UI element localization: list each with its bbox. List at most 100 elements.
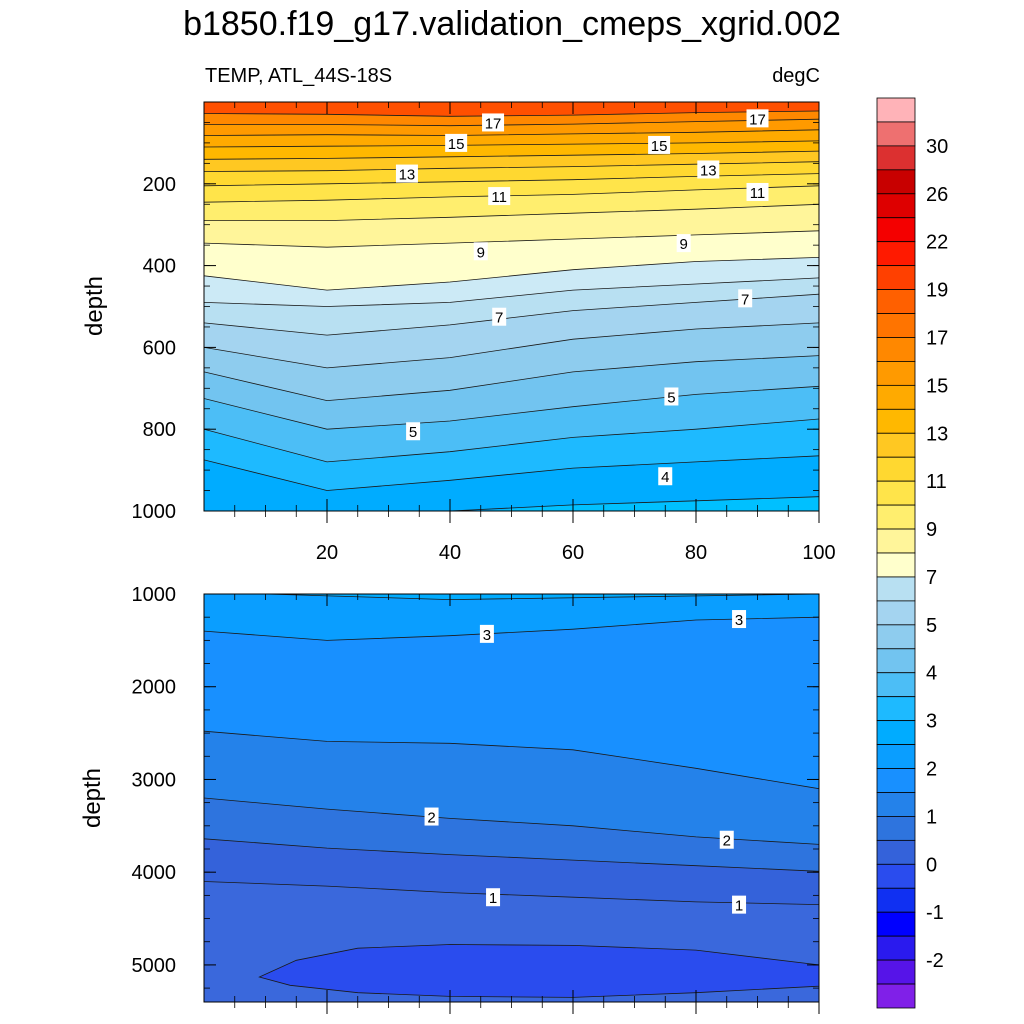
contour-label: 5 (409, 424, 417, 441)
colorbar-label: 13 (926, 423, 948, 445)
contour-label: 3 (483, 627, 491, 644)
contour-label-box (488, 187, 511, 206)
contour-label: 4 (661, 469, 669, 486)
contour-line (204, 418, 819, 463)
contour-label: 1 (489, 890, 497, 907)
contour-label: 11 (750, 185, 766, 202)
contour-line (204, 730, 819, 790)
colorbar-swatch (876, 959, 916, 985)
contour-label-box (732, 895, 747, 914)
colorbar-swatch (876, 121, 916, 147)
upper-contour-labels: 17 17 15 15 13 13 11 11 9 9 7 7 5 5 4 (395, 109, 769, 486)
contour-line (204, 355, 819, 402)
colorbar-swatch (876, 384, 916, 410)
contour-line (204, 150, 819, 160)
contour-line (204, 129, 819, 136)
colorbar-label: 30 (926, 136, 948, 158)
colorbar-swatch (876, 313, 916, 338)
colorbar-swatch (876, 624, 916, 650)
contour-line (204, 385, 819, 430)
colorbar-swatch (876, 672, 916, 698)
x-tick-label: 100 (802, 542, 835, 564)
contour-line (204, 881, 819, 905)
colorbar-swatch (876, 863, 916, 889)
x-tick-label: 40 (439, 542, 461, 564)
contour-label: 17 (485, 115, 502, 132)
colorbar-label: 9 (926, 519, 937, 541)
contour-line (204, 185, 819, 203)
colorbar-swatch (876, 241, 916, 267)
lower-contour-labels: 3 3 2 2 1 1 (424, 610, 747, 915)
contour-label: 15 (448, 136, 465, 153)
figure-title: b1850.f19_g17.validation_cmeps_xgrid.002 (183, 5, 841, 43)
panel-left-label: TEMP, ATL_44S-18S (205, 65, 392, 87)
contour-label-box (732, 610, 747, 629)
y-tick-label: 2000 (132, 677, 177, 699)
colorbar-label: -1 (926, 902, 944, 924)
colorbar-label: -2 (926, 950, 944, 972)
lower-panel: 1000 2000 3000 4000 5000 3 3 2 2 1 1 depth (79, 584, 820, 1014)
contour-label-box (486, 888, 501, 907)
contour-label: 17 (749, 111, 766, 128)
colorbar-label: 26 (926, 184, 948, 206)
contour-label-box (473, 242, 488, 261)
y-tick-label: 200 (143, 174, 176, 196)
contour-label-box (746, 109, 769, 128)
contour-label-box (746, 182, 769, 201)
colorbar-swatch (876, 289, 916, 314)
contour-line (204, 257, 819, 291)
colorbar-swatch (876, 145, 916, 171)
y-tick-label: 800 (143, 419, 176, 441)
y-tick-label: 5000 (132, 955, 177, 977)
colorbar-swatch (876, 839, 916, 865)
colorbar-label: 1 (926, 806, 937, 828)
colorbar-label: 17 (926, 327, 948, 349)
contour-label: 11 (491, 189, 507, 206)
x-tick-label: 60 (562, 542, 584, 564)
lower-contour-fills (204, 594, 819, 1002)
colorbar-swatch (876, 792, 916, 817)
colorbar-swatch (876, 816, 916, 841)
contour-label: 15 (651, 138, 668, 155)
colorbar-swatch (876, 337, 916, 362)
contour-closed-region (258, 944, 819, 998)
contour-label: 2 (723, 833, 731, 850)
colorbar-swatch (876, 432, 916, 458)
contour-label-box (492, 307, 507, 326)
contour-label-box (719, 830, 734, 849)
colorbar-label: 0 (926, 854, 937, 876)
contour-label-box (406, 422, 421, 441)
contour-line (204, 322, 819, 369)
contour-label: 7 (741, 291, 749, 308)
colorbar-swatch (876, 480, 916, 506)
colorbar-swatch (876, 648, 916, 674)
contour-line (204, 230, 819, 248)
colorbar-swatch (876, 193, 916, 219)
lower-plot-frame (203, 593, 820, 1003)
x-tick-label: 20 (316, 542, 338, 564)
contour-line (204, 616, 819, 641)
contour-line (204, 838, 819, 872)
contour-label: 5 (667, 389, 675, 406)
contour-line (204, 203, 819, 221)
colorbar-swatch (876, 456, 916, 482)
upper-panel: 200 400 600 800 1000 20 40 60 80 100 17 17 15 15 13 13… (81, 101, 836, 564)
contour-label-box (395, 164, 418, 183)
contour-label: 2 (427, 810, 435, 827)
colorbar-swatch (876, 528, 916, 554)
colorbar-swatch (876, 911, 916, 937)
contour-label: 9 (477, 244, 485, 261)
colorbar-label: 3 (926, 711, 937, 733)
contour-line (204, 455, 819, 491)
colorbar-swatch (876, 97, 916, 123)
lower-axis-ticks: 1000 2000 3000 4000 5000 (132, 584, 820, 1014)
contour-line (204, 797, 819, 845)
contour-line (204, 118, 819, 127)
colorbar-swatch (876, 768, 916, 793)
colorbar-swatch (876, 696, 916, 722)
contour-label: 3 (735, 612, 743, 629)
colorbar-swatch (876, 552, 916, 578)
upper-contour-fills (204, 111, 819, 511)
colorbar-label: 4 (926, 663, 937, 685)
